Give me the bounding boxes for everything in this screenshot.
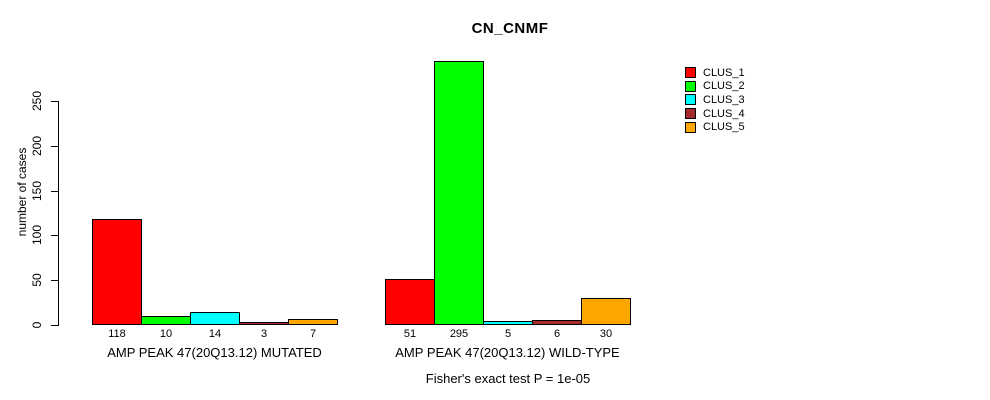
bar-value-label: 295: [449, 328, 469, 340]
y-tick: [51, 146, 58, 147]
bar-clus_1-group1: [92, 219, 142, 325]
legend-swatch-icon: [685, 121, 696, 133]
y-tick-label: 50: [30, 273, 44, 287]
bar-value-label: 118: [108, 328, 126, 340]
bar-value-label: 51: [403, 328, 417, 340]
bar-value-label: 5: [504, 328, 512, 340]
y-tick: [51, 235, 58, 236]
legend-swatch-icon: [685, 108, 696, 120]
y-axis-label: number of cases: [15, 147, 29, 237]
legend-label: CLUS_1: [703, 66, 745, 79]
y-tick-label: 0: [30, 321, 44, 329]
y-tick: [51, 280, 58, 281]
legend-swatch-icon: [685, 80, 696, 92]
legend-swatch-icon: [685, 94, 696, 106]
bar-value-label: 10: [159, 328, 173, 340]
bar-clus_3-group1: [190, 312, 240, 325]
bar-value-label: 6: [553, 328, 561, 340]
bar-clus_4-group2: [532, 320, 582, 325]
y-tick-label: 150: [30, 180, 44, 202]
legend-swatch-icon: [685, 67, 696, 78]
bar-value-label: 30: [599, 328, 613, 340]
bar-clus_4-group1: [239, 322, 289, 325]
y-tick: [51, 191, 58, 192]
bar-clus_2-group2: [434, 61, 484, 325]
bar-value-label: 3: [260, 328, 268, 340]
y-tick: [51, 325, 58, 326]
y-axis: [58, 101, 59, 326]
chart-title: CN_CNMF: [471, 20, 549, 37]
legend-item-clus_4: CLUS_4: [685, 107, 745, 120]
legend-item-clus_5: CLUS_5: [685, 121, 745, 134]
bar-value-label: 14: [208, 328, 222, 340]
y-tick: [51, 101, 58, 102]
x-category-label-wild-type: AMP PEAK 47(20Q13.12) WILD-TYPE: [395, 345, 620, 360]
legend-label: CLUS_2: [703, 80, 745, 93]
y-tick-label: 250: [30, 90, 44, 112]
legend-label: CLUS_4: [703, 107, 745, 120]
bar-clus_5-group1: [288, 319, 338, 325]
bar-clus_1-group2: [385, 279, 435, 325]
y-tick-label: 100: [30, 224, 44, 246]
legend-item-clus_2: CLUS_2: [685, 80, 745, 93]
legend-item-clus_3: CLUS_3: [685, 93, 745, 106]
legend-label: CLUS_3: [703, 93, 745, 106]
fisher-test-annotation: Fisher's exact test P = 1e-05: [425, 371, 591, 386]
legend-item-clus_1: CLUS_1: [685, 66, 745, 79]
bar-clus_3-group2: [483, 321, 533, 325]
bar-clus_5-group2: [581, 298, 631, 325]
legend-label: CLUS_5: [703, 121, 745, 134]
y-tick-label: 200: [30, 135, 44, 157]
x-category-label-mutated: AMP PEAK 47(20Q13.12) MUTATED: [107, 345, 322, 360]
bar-value-label: 7: [309, 328, 317, 340]
bar-clus_2-group1: [141, 316, 191, 325]
